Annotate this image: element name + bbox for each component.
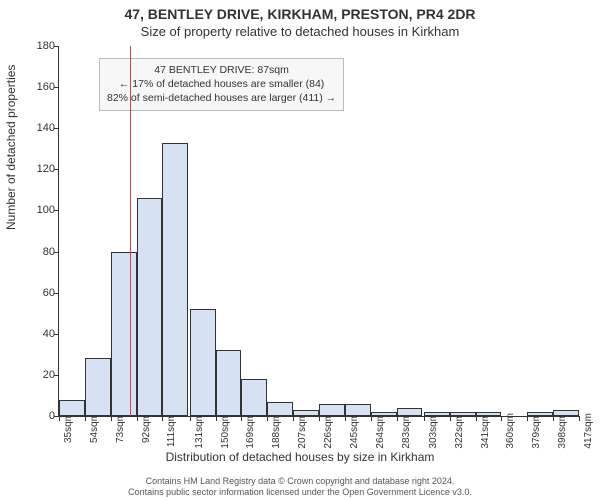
x-tick-mark <box>450 416 451 421</box>
x-tick-label: 188sqm <box>271 413 282 449</box>
footer-line2: Contains public sector information licen… <box>0 487 600 498</box>
chart-container: 47, BENTLEY DRIVE, KIRKHAM, PRESTON, PR4… <box>0 0 600 500</box>
x-tick-mark <box>216 416 217 421</box>
y-tick-label: 160 <box>19 81 55 93</box>
histogram-bar <box>319 404 345 416</box>
x-tick-mark <box>371 416 372 421</box>
x-tick-label: 417sqm <box>583 413 594 449</box>
chart-subtitle: Size of property relative to detached ho… <box>0 24 600 39</box>
x-tick-label: 283sqm <box>401 413 412 449</box>
y-tick-mark <box>54 210 59 211</box>
x-tick-mark <box>267 416 268 421</box>
callout-line2: ← 17% of detached houses are smaller (84… <box>107 77 336 91</box>
x-tick-mark <box>137 416 138 421</box>
x-tick-mark <box>319 416 320 421</box>
y-tick-mark <box>54 46 59 47</box>
x-tick-label: 169sqm <box>245 413 256 449</box>
x-tick-label: 379sqm <box>531 413 542 449</box>
y-tick-mark <box>54 128 59 129</box>
x-tick-label: 111sqm <box>166 413 177 447</box>
histogram-bar <box>476 412 502 416</box>
x-tick-mark <box>85 416 86 421</box>
y-tick-mark <box>54 87 59 88</box>
x-tick-label: 398sqm <box>557 413 568 449</box>
x-tick-mark <box>579 416 580 421</box>
histogram-bar <box>345 404 371 416</box>
x-tick-mark <box>293 416 294 421</box>
y-tick-mark <box>54 252 59 253</box>
histogram-bar <box>162 143 188 416</box>
histogram-bar <box>59 400 85 416</box>
x-tick-mark <box>527 416 528 421</box>
x-tick-mark <box>501 416 502 421</box>
y-axis-label: Number of detached properties <box>4 65 18 230</box>
histogram-bar <box>137 198 163 416</box>
y-tick-label: 0 <box>19 410 55 422</box>
x-tick-label: 131sqm <box>194 413 205 449</box>
histogram-bar <box>267 402 293 416</box>
y-tick-label: 60 <box>19 287 55 299</box>
x-tick-label: 92sqm <box>141 413 152 443</box>
y-tick-mark <box>54 375 59 376</box>
x-tick-mark <box>397 416 398 421</box>
x-tick-label: 341sqm <box>480 413 491 449</box>
histogram-bar <box>190 309 216 416</box>
y-tick-mark <box>54 293 59 294</box>
x-tick-label: 73sqm <box>115 413 126 443</box>
x-axis-label: Distribution of detached houses by size … <box>0 450 600 464</box>
y-tick-label: 40 <box>19 328 55 340</box>
histogram-bar <box>111 252 137 416</box>
histogram-bar <box>85 358 111 416</box>
x-tick-mark <box>345 416 346 421</box>
x-tick-label: 207sqm <box>297 413 308 449</box>
marker-line <box>130 46 132 416</box>
histogram-bar <box>371 412 397 416</box>
x-tick-mark <box>424 416 425 421</box>
footer-line1: Contains HM Land Registry data © Crown c… <box>0 476 600 487</box>
x-tick-label: 264sqm <box>375 413 386 449</box>
x-tick-label: 303sqm <box>428 413 439 449</box>
histogram-bar <box>450 412 476 416</box>
histogram-bar <box>397 408 423 416</box>
x-tick-label: 226sqm <box>323 413 334 449</box>
x-tick-mark <box>553 416 554 421</box>
x-tick-label: 35sqm <box>63 413 74 443</box>
y-tick-label: 180 <box>19 40 55 52</box>
y-tick-label: 140 <box>19 122 55 134</box>
y-tick-mark <box>54 334 59 335</box>
chart-title: 47, BENTLEY DRIVE, KIRKHAM, PRESTON, PR4… <box>0 6 600 22</box>
y-tick-label: 20 <box>19 369 55 381</box>
x-tick-label: 150sqm <box>220 413 231 449</box>
x-tick-label: 322sqm <box>454 413 465 449</box>
x-tick-label: 245sqm <box>349 413 360 449</box>
y-tick-mark <box>54 169 59 170</box>
histogram-bar <box>553 410 579 416</box>
y-tick-label: 120 <box>19 163 55 175</box>
x-tick-label: 54sqm <box>89 413 100 443</box>
callout-line1: 47 BENTLEY DRIVE: 87sqm <box>107 63 336 77</box>
x-tick-mark <box>190 416 191 421</box>
x-tick-mark <box>59 416 60 421</box>
y-tick-label: 80 <box>19 246 55 258</box>
x-tick-mark <box>162 416 163 421</box>
x-tick-mark <box>476 416 477 421</box>
histogram-bar <box>241 379 267 416</box>
x-tick-mark <box>111 416 112 421</box>
x-tick-label: 360sqm <box>505 413 516 449</box>
y-tick-label: 100 <box>19 204 55 216</box>
plot-area: 47 BENTLEY DRIVE: 87sqm ← 17% of detache… <box>58 46 579 417</box>
histogram-bar <box>216 350 242 416</box>
histogram-bar <box>293 410 319 416</box>
histogram-bar <box>424 412 450 416</box>
footer-attribution: Contains HM Land Registry data © Crown c… <box>0 476 600 498</box>
callout-box: 47 BENTLEY DRIVE: 87sqm ← 17% of detache… <box>99 58 344 111</box>
histogram-bar <box>527 412 553 416</box>
callout-line3: 82% of semi-detached houses are larger (… <box>107 91 336 105</box>
x-tick-mark <box>241 416 242 421</box>
